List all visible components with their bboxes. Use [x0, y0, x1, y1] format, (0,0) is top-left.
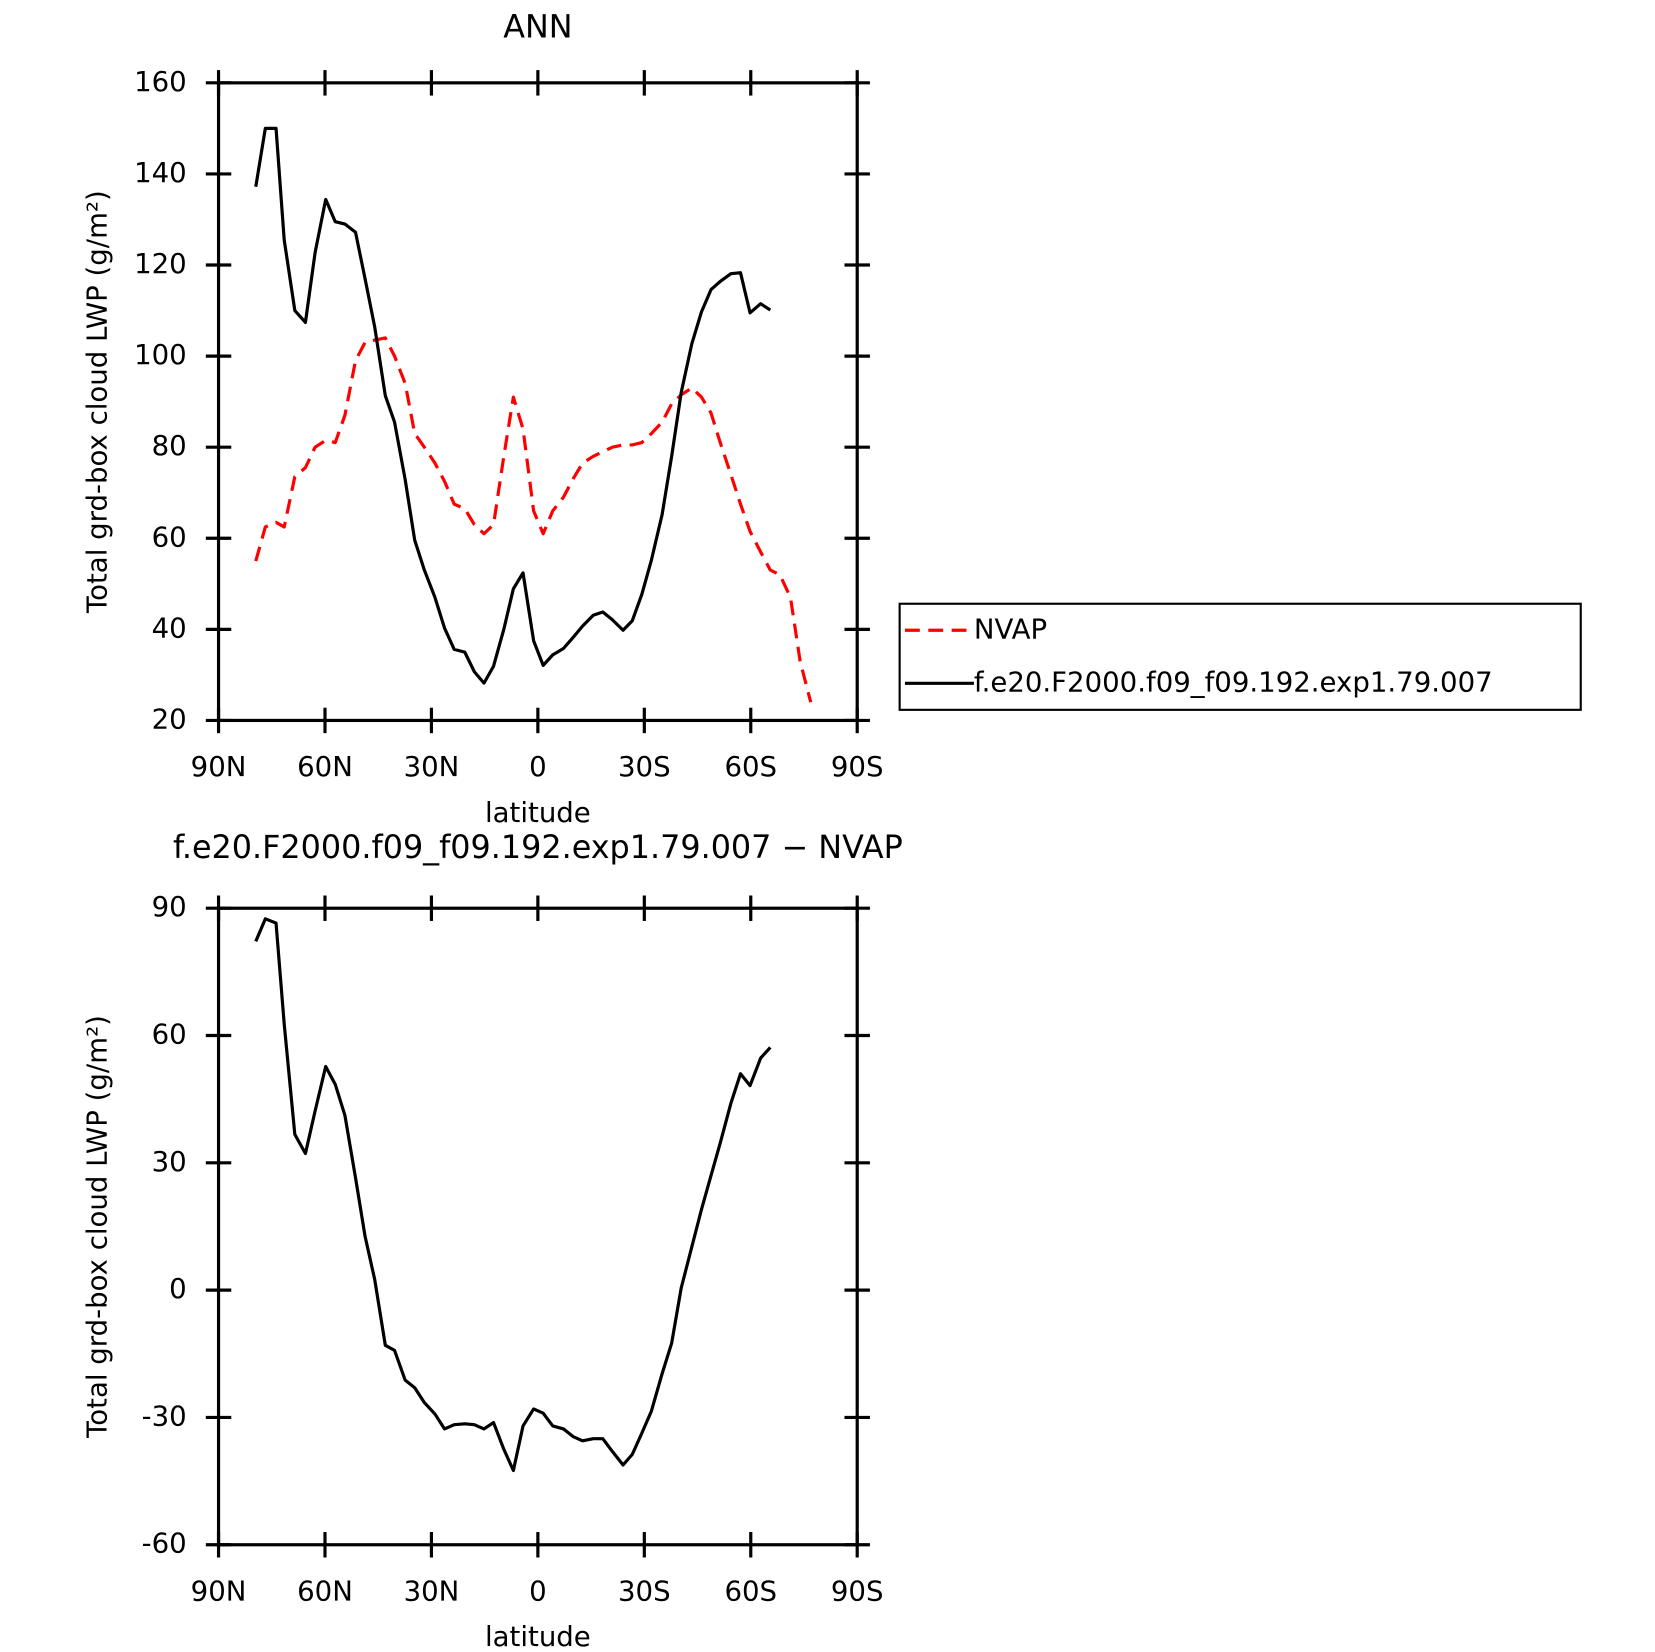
x-tick-label: 90N — [191, 750, 247, 783]
x-tick-label: 30N — [404, 1574, 460, 1607]
legend-label: f.e20.F2000.f09_f09.192.exp1.79.007 — [974, 665, 1493, 698]
plot-frame — [216, 81, 859, 723]
x-tick-label: 60S — [724, 750, 777, 783]
y-axis-label: Total grd-box cloud LWP (g/m²) — [81, 1015, 114, 1439]
y-tick-label: 0 — [169, 1272, 187, 1305]
y-tick-label: 60 — [152, 520, 187, 553]
x-axis-label: latitude — [485, 796, 591, 829]
x-tick-label: 30S — [618, 750, 671, 783]
data-line — [254, 336, 813, 703]
y-tick-label: 30 — [152, 1145, 187, 1178]
legend-box — [898, 602, 1582, 711]
y-tick-label: -60 — [142, 1527, 187, 1560]
chart-title: f.e20.F2000.f09_f09.192.exp1.79.007 − NV… — [173, 828, 903, 866]
x-tick-label: 60N — [297, 1574, 353, 1607]
x-tick-label: 60N — [297, 750, 353, 783]
y-tick-label: 90 — [152, 890, 187, 923]
x-tick-label: 60S — [724, 1574, 777, 1607]
y-tick-label: 80 — [152, 429, 187, 462]
chart-title: ANN — [503, 8, 572, 46]
data-line — [254, 126, 772, 685]
y-axis-label: Total grd-box cloud LWP (g/m²) — [81, 190, 114, 614]
x-tick-label: 0 — [529, 750, 547, 783]
y-tick-label: -30 — [142, 1399, 187, 1432]
data-line — [254, 917, 772, 1473]
y-tick-label: 160 — [134, 65, 187, 98]
y-tick-label: 120 — [134, 247, 187, 280]
x-tick-label: 90N — [191, 1574, 247, 1607]
x-axis-label: latitude — [485, 1620, 591, 1652]
x-tick-label: 0 — [529, 1574, 547, 1607]
x-tick-label: 90S — [831, 750, 884, 783]
y-tick-label: 60 — [152, 1018, 187, 1051]
legend-label: NVAP — [974, 612, 1047, 645]
y-tick-label: 40 — [152, 611, 187, 644]
y-tick-label: 20 — [152, 702, 187, 735]
x-tick-label: 30S — [618, 1574, 671, 1607]
y-tick-label: 140 — [134, 156, 187, 189]
x-tick-label: 30N — [404, 750, 460, 783]
plot-frame — [216, 906, 859, 1547]
y-tick-label: 100 — [134, 338, 187, 371]
x-tick-label: 90S — [831, 1574, 884, 1607]
